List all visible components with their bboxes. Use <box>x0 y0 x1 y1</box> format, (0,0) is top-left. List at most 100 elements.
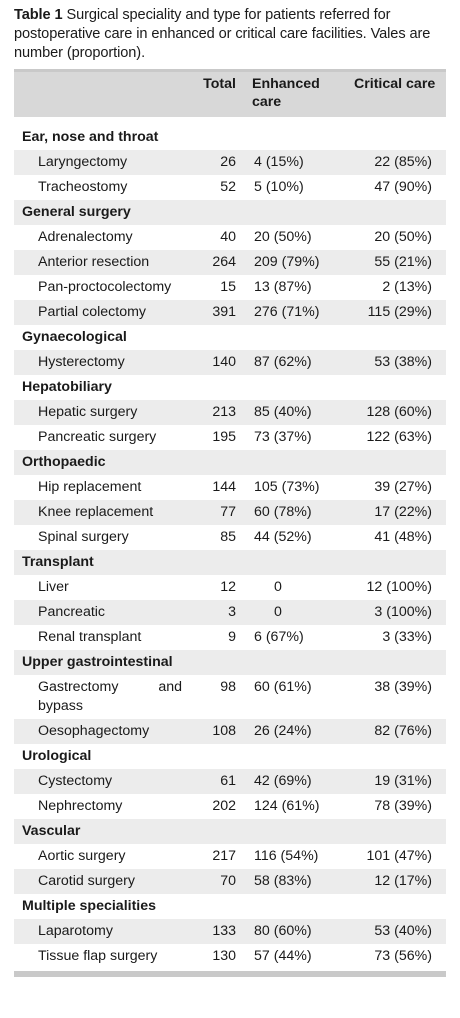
table-header-row: Total Enhanced care Critical care <box>14 69 446 117</box>
table-row: Nephrectomy 202 124 (61%) 78 (39%) <box>14 794 446 819</box>
cell-total: 12 <box>190 575 246 600</box>
cell-total: 52 <box>190 175 246 200</box>
cell-total: 217 <box>190 844 246 869</box>
table-caption-label: Table 1 <box>14 7 63 23</box>
table-row: Adrenalectomy 40 20 (50%) 20 (50%) <box>14 225 446 250</box>
cell-enhanced-care: 73 (37%) <box>246 425 348 450</box>
cell-total: 202 <box>190 794 246 819</box>
table-row: Laparotomy 133 80 (60%) 53 (40%) <box>14 919 446 944</box>
group-row: Ear, nose and throat <box>14 125 446 150</box>
cell-critical-care: 82 (76%) <box>348 719 446 744</box>
cell-procedure: Spinal surgery <box>14 525 190 550</box>
table-row: Hip replacement 144 105 (73%) 39 (27%) <box>14 475 446 500</box>
cell-procedure: Tissue flap surgery <box>14 944 190 969</box>
cell-total: 9 <box>190 625 246 650</box>
group-row: Gynaecological <box>14 325 446 350</box>
group-row: General surgery <box>14 200 446 225</box>
group-row: Orthopaedic <box>14 450 446 475</box>
group-heading: Hepatobiliary <box>14 375 446 400</box>
cell-enhanced-care: 44 (52%) <box>246 525 348 550</box>
cell-total: 133 <box>190 919 246 944</box>
table-row: Aortic surgery 217 116 (54%) 101 (47%) <box>14 844 446 869</box>
cell-procedure: Pancreatic <box>14 600 190 625</box>
cell-enhanced-care: 0 <box>246 575 348 600</box>
cell-total: 26 <box>190 150 246 175</box>
cell-procedure: Laryngectomy <box>14 150 190 175</box>
table-row: Spinal surgery 85 44 (52%) 41 (48%) <box>14 525 446 550</box>
group-heading: Urological <box>14 744 446 769</box>
cell-critical-care: 73 (56%) <box>348 944 446 969</box>
cell-enhanced-care: 6 (67%) <box>246 625 348 650</box>
cell-critical-care: 55 (21%) <box>348 250 446 275</box>
cell-total: 3 <box>190 600 246 625</box>
cell-enhanced-care: 42 (69%) <box>246 769 348 794</box>
cell-total: 61 <box>190 769 246 794</box>
table-row: Pancreatic surgery 195 73 (37%) 122 (63%) <box>14 425 446 450</box>
cell-procedure: Anterior resection <box>14 250 190 275</box>
cell-procedure: Pancreatic surgery <box>14 425 190 450</box>
cell-critical-care: 53 (40%) <box>348 919 446 944</box>
cell-procedure: Oesophagectomy <box>14 719 190 744</box>
group-row: Multiple specialities <box>14 894 446 919</box>
cell-enhanced-care: 60 (61%) <box>246 675 348 719</box>
cell-enhanced-care: 5 (10%) <box>246 175 348 200</box>
table-row: Liver 12 0 12 (100%) <box>14 575 446 600</box>
cell-enhanced-care: 60 (78%) <box>246 500 348 525</box>
table-caption-text: Surgical speciality and type for patient… <box>14 7 431 61</box>
table-row: Hysterectomy 140 87 (62%) 53 (38%) <box>14 350 446 375</box>
data-table: Total Enhanced care Critical care Ear, n… <box>14 69 446 969</box>
cell-procedure: Pan-proctocolectomy <box>14 275 190 300</box>
group-heading: Vascular <box>14 819 446 844</box>
group-heading: Multiple specialities <box>14 894 446 919</box>
cell-procedure: Adrenalectomy <box>14 225 190 250</box>
cell-total: 85 <box>190 525 246 550</box>
cell-enhanced-care: 116 (54%) <box>246 844 348 869</box>
cell-procedure: Laparotomy <box>14 919 190 944</box>
cell-procedure: Gastrectomy and bypass <box>14 675 190 719</box>
cell-total: 15 <box>190 275 246 300</box>
cell-critical-care: 20 (50%) <box>348 225 446 250</box>
cell-procedure: Knee replacement <box>14 500 190 525</box>
table-row: Oesophagectomy 108 26 (24%) 82 (76%) <box>14 719 446 744</box>
cell-enhanced-care: 85 (40%) <box>246 400 348 425</box>
cell-enhanced-care: 13 (87%) <box>246 275 348 300</box>
cell-total: 40 <box>190 225 246 250</box>
header-total: Total <box>190 69 246 117</box>
cell-procedure: Hepatic surgery <box>14 400 190 425</box>
cell-procedure: Partial colectomy <box>14 300 190 325</box>
cell-total: 144 <box>190 475 246 500</box>
cell-critical-care: 53 (38%) <box>348 350 446 375</box>
table-row: Partial colectomy 391 276 (71%) 115 (29%) <box>14 300 446 325</box>
cell-critical-care: 78 (39%) <box>348 794 446 819</box>
cell-critical-care: 22 (85%) <box>348 150 446 175</box>
cell-procedure: Nephrectomy <box>14 794 190 819</box>
table-caption: Table 1 Surgical speciality and type for… <box>14 6 446 63</box>
cell-critical-care: 12 (100%) <box>348 575 446 600</box>
cell-total: 140 <box>190 350 246 375</box>
cell-critical-care: 19 (31%) <box>348 769 446 794</box>
table-row: Anterior resection 264 209 (79%) 55 (21%) <box>14 250 446 275</box>
cell-enhanced-care: 0 <box>246 600 348 625</box>
cell-procedure: Hysterectomy <box>14 350 190 375</box>
cell-enhanced-care: 57 (44%) <box>246 944 348 969</box>
table-row: Carotid surgery 70 58 (83%) 12 (17%) <box>14 869 446 894</box>
cell-critical-care: 38 (39%) <box>348 675 446 719</box>
cell-critical-care: 47 (90%) <box>348 175 446 200</box>
group-heading: Ear, nose and throat <box>14 125 446 150</box>
table-row: Renal transplant 9 6 (67%) 3 (33%) <box>14 625 446 650</box>
cell-procedure: Hip replacement <box>14 475 190 500</box>
group-row: Vascular <box>14 819 446 844</box>
cell-total: 130 <box>190 944 246 969</box>
cell-critical-care: 39 (27%) <box>348 475 446 500</box>
table-row: Pancreatic 3 0 3 (100%) <box>14 600 446 625</box>
group-row: Upper gastrointestinal <box>14 650 446 675</box>
cell-critical-care: 12 (17%) <box>348 869 446 894</box>
cell-total: 391 <box>190 300 246 325</box>
cell-critical-care: 3 (33%) <box>348 625 446 650</box>
cell-total: 98 <box>190 675 246 719</box>
group-heading: Gynaecological <box>14 325 446 350</box>
cell-critical-care: 41 (48%) <box>348 525 446 550</box>
table-bottom-rule <box>14 971 446 977</box>
cell-procedure: Renal transplant <box>14 625 190 650</box>
